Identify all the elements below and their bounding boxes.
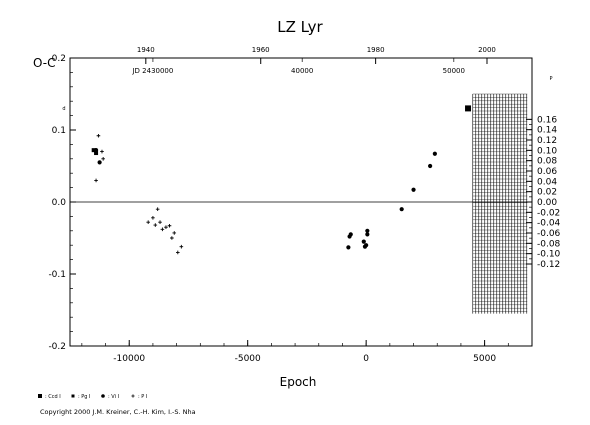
photo-point xyxy=(172,231,177,235)
ccd-point xyxy=(465,105,472,112)
right-tick-label: 0.08 xyxy=(537,157,557,167)
right-tick-label: -0.02 xyxy=(537,208,560,218)
y-unit-left: d xyxy=(62,106,65,112)
left-tick-label: 0.2 xyxy=(52,54,66,64)
photo-point xyxy=(101,157,105,161)
top-year-label: 1960 xyxy=(252,46,270,54)
visual-point xyxy=(348,232,353,237)
legend-marker-p xyxy=(131,394,135,398)
hatched-region xyxy=(472,93,528,314)
photo-point xyxy=(155,207,160,211)
pg-point xyxy=(94,151,99,156)
right-tick-label: 0.16 xyxy=(537,115,557,125)
photo-point xyxy=(96,133,101,138)
right-tick-label: 0.10 xyxy=(537,146,557,156)
visual-point xyxy=(365,228,370,233)
right-tick-label: 0.00 xyxy=(537,198,557,208)
left-tick-label: 0.0 xyxy=(52,198,67,208)
legend-label: : Pg I xyxy=(78,394,91,400)
top-year-label: 1980 xyxy=(367,46,385,54)
right-tick-label: 0.14 xyxy=(537,126,557,136)
photo-point xyxy=(164,225,168,229)
right-tick-label: 0.02 xyxy=(537,188,557,198)
photo-point xyxy=(94,178,98,183)
chart-title: LZ Lyr xyxy=(277,18,323,36)
photo-point xyxy=(160,227,165,232)
right-tick-label: 0.06 xyxy=(537,167,557,177)
right-tick-label: 0.04 xyxy=(537,177,557,187)
legend-label: : P I xyxy=(138,394,147,400)
top-year-label: 1940 xyxy=(137,46,155,54)
visual-point xyxy=(361,239,366,244)
right-tick-label: -0.10 xyxy=(537,250,561,260)
x-axis-title: Epoch xyxy=(280,375,317,389)
right-tick-label: 0.12 xyxy=(537,136,557,146)
bottom-tick-label: -5000 xyxy=(235,354,261,364)
copyright-text: Copyright 2000 J.M. Kreiner, C.-H. Kim, … xyxy=(40,408,196,416)
visual-point xyxy=(432,151,437,156)
top-axis-jd: JD 2430000 40000 50000 xyxy=(131,58,465,75)
left-axis: -0.2 -0.1 0.0 0.1 0.2 xyxy=(48,54,76,352)
visual-point xyxy=(364,243,369,248)
photo-point xyxy=(176,250,180,255)
photo-point xyxy=(100,149,104,154)
right-tick-label: -0.12 xyxy=(537,260,560,270)
legend: : Ccd I : Pg I : Vi I : P I xyxy=(38,394,147,400)
y-axis-title: O-C xyxy=(33,56,56,70)
left-tick-label: 0.1 xyxy=(52,126,66,136)
right-tick-label: -0.08 xyxy=(537,239,561,249)
visual-point xyxy=(411,187,416,192)
photo-point xyxy=(170,236,174,240)
legend-marker-pg xyxy=(71,394,75,398)
bottom-tick-label: 0 xyxy=(363,354,369,364)
top-jd-label: 40000 xyxy=(291,67,313,75)
visual-point xyxy=(365,232,370,237)
legend-marker-vi xyxy=(101,394,105,398)
photo-point xyxy=(167,223,172,228)
top-axis-years: 1940 1960 1980 2000 xyxy=(137,46,496,64)
photo-point xyxy=(179,244,184,249)
photo-point xyxy=(153,223,158,227)
left-tick-label: -0.2 xyxy=(48,342,66,352)
visual-point xyxy=(428,163,433,169)
top-jd-label: 50000 xyxy=(443,67,465,75)
visual-point xyxy=(97,160,102,165)
legend-marker-ccd xyxy=(38,394,42,398)
pg-point xyxy=(91,148,96,153)
bottom-axis: -10000 -5000 0 5000 xyxy=(81,340,533,364)
photo-point xyxy=(146,220,150,224)
visual-point xyxy=(93,148,99,153)
legend-label: : Ccd I xyxy=(45,394,61,400)
visual-point xyxy=(346,245,351,250)
right-tick-label: -0.04 xyxy=(537,219,561,229)
legend-label: : Vi I xyxy=(108,394,119,400)
right-tick-label: -0.06 xyxy=(537,229,561,239)
right-axis: -0.12-0.10-0.08-0.06-0.04-0.020.000.020.… xyxy=(526,115,561,270)
data-points xyxy=(91,105,472,255)
top-year-label: 2000 xyxy=(478,46,496,54)
bottom-tick-label: -10000 xyxy=(113,354,145,364)
photo-point xyxy=(158,220,162,224)
left-tick-label: -0.1 xyxy=(48,270,66,280)
top-jd-label: JD 2430000 xyxy=(131,67,173,75)
bottom-tick-label: 5000 xyxy=(473,354,496,364)
visual-point xyxy=(399,207,404,212)
y-unit-right: P xyxy=(549,76,552,82)
photo-point xyxy=(151,216,155,220)
